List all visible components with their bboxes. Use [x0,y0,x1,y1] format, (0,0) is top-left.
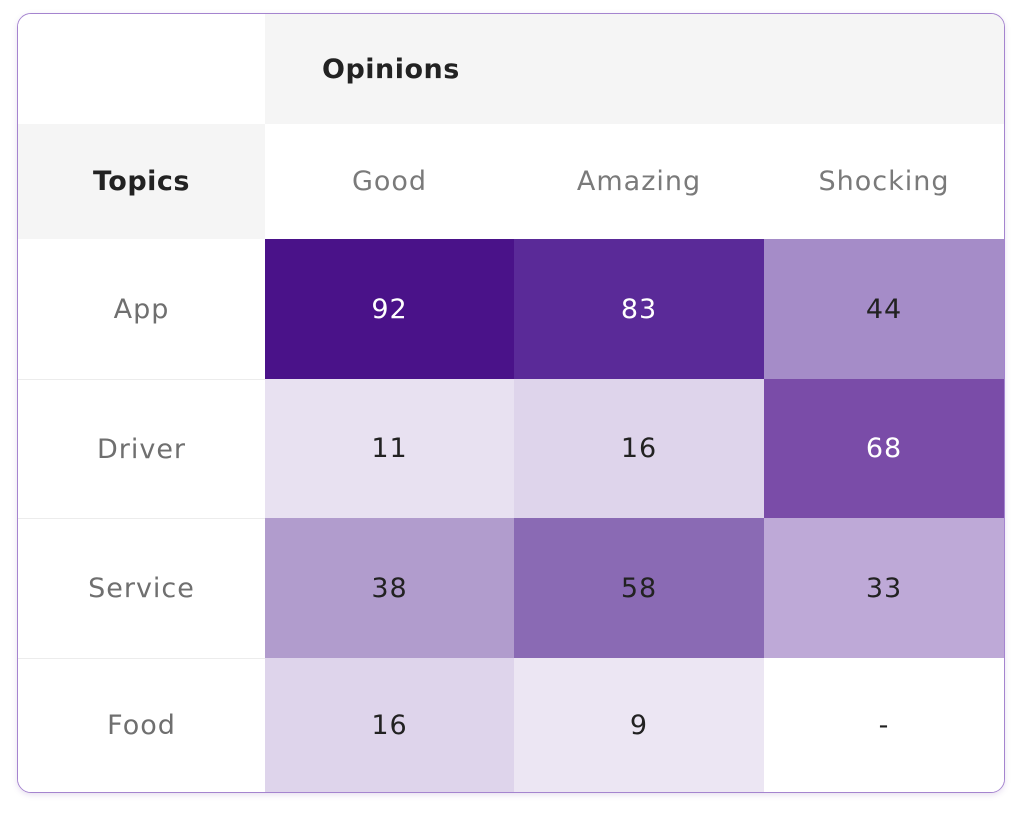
heatmap-cell-app-good: 92 [265,239,514,379]
heatmap-cell-food-shocking: - [764,658,1004,792]
heatmap-cell-app-shocking: 44 [764,239,1004,379]
topics-header: Topics [18,124,265,239]
row-label-service: Service [18,518,265,658]
opinions-header: Opinions [265,14,1004,124]
row-label-app: App [18,239,265,379]
column-header-shocking: Shocking [764,124,1004,239]
heatmap-cell-driver-good: 11 [265,379,514,518]
heatmap-cell-app-amazing: 83 [514,239,764,379]
heatmap-cell-driver-amazing: 16 [514,379,764,518]
heatmap-cell-service-good: 38 [265,518,514,658]
row-label-food: Food [18,658,265,792]
heatmap-cell-service-amazing: 58 [514,518,764,658]
column-header-amazing: Amazing [514,124,764,239]
row-label-driver: Driver [18,379,265,518]
heatmap-cell-service-shocking: 33 [764,518,1004,658]
heatmap-grid: Opinions Topics Good Amazing Shocking Ap… [18,14,1004,792]
heatmap-cell-driver-shocking: 68 [764,379,1004,518]
heatmap-card: Opinions Topics Good Amazing Shocking Ap… [17,13,1005,793]
heatmap-cell-food-amazing: 9 [514,658,764,792]
corner-cell [18,14,265,124]
heatmap-cell-food-good: 16 [265,658,514,792]
column-header-good: Good [265,124,514,239]
